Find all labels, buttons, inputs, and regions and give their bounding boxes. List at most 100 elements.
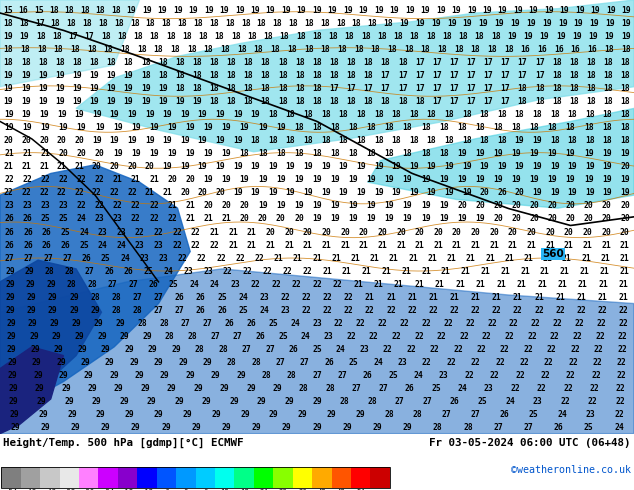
- Text: 29: 29: [140, 384, 150, 392]
- Text: 21: 21: [489, 241, 499, 249]
- Text: 19: 19: [321, 189, 331, 197]
- Text: 18: 18: [268, 136, 278, 146]
- Text: 29: 29: [7, 344, 16, 354]
- Text: 19: 19: [303, 189, 313, 197]
- Text: 22: 22: [407, 306, 417, 315]
- Text: 19: 19: [107, 84, 116, 94]
- Text: 29: 29: [6, 293, 15, 301]
- Text: 23: 23: [98, 227, 107, 237]
- Text: 20: 20: [527, 227, 536, 237]
- Text: 19: 19: [268, 163, 278, 172]
- Text: 20: 20: [185, 175, 195, 184]
- Text: 18: 18: [621, 46, 631, 54]
- Text: 29: 29: [26, 279, 36, 289]
- Text: 19: 19: [141, 84, 150, 94]
- Text: 18: 18: [518, 98, 527, 106]
- Text: -18: -18: [121, 489, 134, 490]
- Text: 18: 18: [89, 58, 99, 68]
- Text: 20: 20: [276, 215, 286, 223]
- Text: 22: 22: [459, 332, 469, 341]
- Text: 22: 22: [414, 332, 424, 341]
- Text: 21: 21: [394, 279, 404, 289]
- Text: 22: 22: [235, 253, 245, 263]
- Text: 18: 18: [175, 58, 184, 68]
- Text: 29: 29: [269, 410, 279, 418]
- Text: 18: 18: [394, 32, 403, 41]
- Bar: [1, 467, 21, 488]
- Text: 19: 19: [512, 175, 521, 184]
- Text: 29: 29: [202, 358, 212, 367]
- Text: 18: 18: [387, 46, 397, 54]
- Text: 19: 19: [258, 175, 268, 184]
- Text: 19: 19: [55, 98, 65, 106]
- Text: 18: 18: [403, 123, 413, 132]
- Text: 19: 19: [621, 6, 631, 15]
- Text: 29: 29: [125, 410, 134, 418]
- Text: 18: 18: [552, 84, 562, 94]
- Text: 19: 19: [560, 6, 569, 15]
- Text: 29: 29: [37, 396, 46, 406]
- Text: 20: 20: [127, 163, 137, 172]
- Text: 18: 18: [276, 149, 286, 158]
- Text: 26: 26: [196, 306, 205, 315]
- Text: 18: 18: [158, 58, 167, 68]
- Text: 20: 20: [545, 227, 555, 237]
- Text: 29: 29: [174, 396, 184, 406]
- Text: 19: 19: [427, 189, 436, 197]
- Text: 20: 20: [57, 136, 67, 146]
- Text: 18: 18: [391, 110, 401, 120]
- Text: 20: 20: [584, 215, 593, 223]
- Text: 18: 18: [415, 98, 425, 106]
- Text: 21: 21: [167, 201, 177, 211]
- Text: 18: 18: [254, 46, 264, 54]
- Text: 26: 26: [23, 241, 33, 249]
- Text: 17: 17: [415, 58, 425, 68]
- Text: 18: 18: [427, 136, 436, 146]
- Text: 19: 19: [585, 189, 595, 197]
- Text: 18: 18: [586, 72, 596, 80]
- Text: 22: 22: [172, 241, 182, 249]
- Text: 19: 19: [585, 163, 595, 172]
- Text: 29: 29: [27, 293, 37, 301]
- Text: 19: 19: [240, 123, 249, 132]
- Bar: [138, 467, 157, 488]
- Text: 26: 26: [196, 293, 205, 301]
- Text: 27: 27: [300, 358, 309, 367]
- Text: 22: 22: [477, 344, 486, 354]
- Text: 29: 29: [273, 384, 282, 392]
- Text: 19: 19: [475, 215, 485, 223]
- Text: 29: 29: [373, 423, 382, 432]
- Text: 18: 18: [171, 46, 180, 54]
- Text: 19: 19: [497, 163, 507, 172]
- Text: 19: 19: [204, 149, 213, 158]
- Text: 19: 19: [72, 84, 82, 94]
- Text: 20: 20: [221, 201, 231, 211]
- Text: 21: 21: [57, 163, 67, 172]
- Text: 29: 29: [185, 370, 195, 380]
- Text: 18: 18: [336, 19, 346, 28]
- Text: 29: 29: [61, 384, 71, 392]
- Text: 19: 19: [107, 72, 116, 80]
- Text: 16: 16: [18, 6, 28, 15]
- Text: 19: 19: [588, 32, 598, 41]
- Text: 18: 18: [80, 6, 90, 15]
- Text: 29: 29: [10, 423, 20, 432]
- Text: 22: 22: [482, 332, 492, 341]
- Text: 19: 19: [124, 84, 133, 94]
- Text: 19: 19: [513, 6, 523, 15]
- Text: -54: -54: [4, 489, 18, 490]
- Text: 18: 18: [621, 58, 630, 68]
- Text: 21: 21: [408, 253, 418, 263]
- Text: 25: 25: [528, 410, 538, 418]
- Text: 17: 17: [467, 84, 476, 94]
- Text: 27: 27: [210, 332, 220, 341]
- Text: 21: 21: [619, 253, 630, 263]
- Text: 20: 20: [433, 227, 443, 237]
- Text: 22: 22: [58, 175, 68, 184]
- Text: 22: 22: [563, 384, 573, 392]
- Text: 19: 19: [339, 189, 348, 197]
- Text: 17: 17: [535, 58, 545, 68]
- Text: 28: 28: [165, 332, 175, 341]
- Text: 22: 22: [77, 175, 86, 184]
- Text: 23: 23: [153, 241, 164, 249]
